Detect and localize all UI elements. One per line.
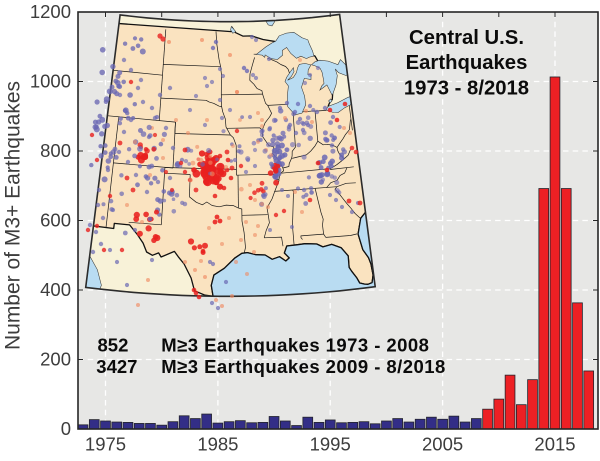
svg-text:400: 400 bbox=[40, 279, 71, 300]
svg-text:Central U.S.: Central U.S. bbox=[409, 27, 524, 49]
svg-text:Earthquakes: Earthquakes bbox=[406, 52, 528, 74]
svg-text:3427: 3427 bbox=[96, 356, 137, 377]
svg-text:0: 0 bbox=[61, 418, 71, 439]
svg-text:M≥3 Earthquakes 1973 - 2008: M≥3 Earthquakes 1973 - 2008 bbox=[161, 335, 429, 356]
svg-text:1973 - 8/2018: 1973 - 8/2018 bbox=[404, 77, 529, 99]
svg-text:200: 200 bbox=[40, 349, 71, 370]
svg-text:2015: 2015 bbox=[534, 434, 575, 455]
svg-text:1995: 1995 bbox=[310, 434, 351, 455]
svg-text:1975: 1975 bbox=[85, 434, 126, 455]
svg-text:800: 800 bbox=[40, 140, 71, 161]
svg-text:Number of M3+ Earthquakes: Number of M3+ Earthquakes bbox=[2, 81, 25, 350]
svg-text:M≥3 Earthquakes 2009 - 8/2018: M≥3 Earthquakes 2009 - 8/2018 bbox=[161, 356, 445, 377]
svg-text:1000: 1000 bbox=[30, 71, 71, 92]
svg-text:1985: 1985 bbox=[197, 434, 238, 455]
svg-text:600: 600 bbox=[40, 210, 71, 231]
svg-text:852: 852 bbox=[98, 335, 129, 356]
svg-text:1200: 1200 bbox=[30, 1, 71, 22]
svg-text:2005: 2005 bbox=[422, 434, 463, 455]
